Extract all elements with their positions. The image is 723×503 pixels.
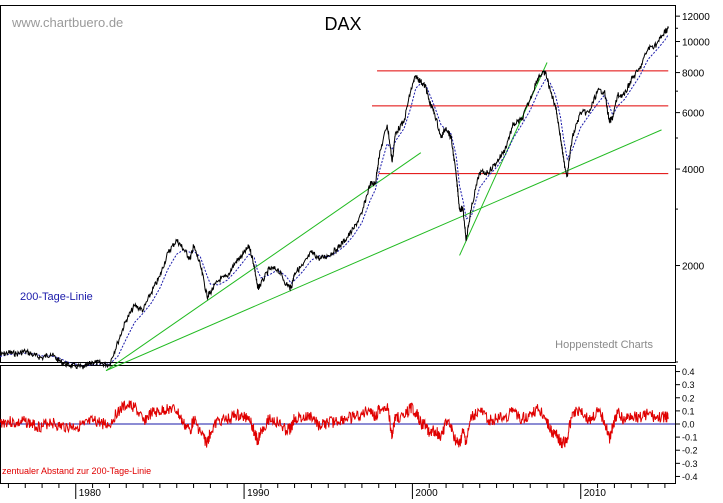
series-200-day-average (0, 34, 669, 367)
series-oscillator (0, 400, 669, 449)
osc-y-tick-label: -0.4 (682, 472, 698, 482)
osc-y-tick-label: 0.3 (682, 380, 695, 390)
credit-text: Hoppenstedt Charts (555, 339, 653, 351)
y-tick-label: 6000 (682, 109, 705, 120)
x-tick-label: 2000 (415, 488, 438, 499)
trend-line (105, 129, 662, 372)
x-tick-label: 2010 (584, 488, 607, 499)
oscillator-label: zentualer Abstand zur 200-Tage-Linie (2, 466, 151, 476)
osc-y-tick-label: -0.2 (682, 446, 698, 456)
osc-y-tick-label: 0.0 (682, 420, 695, 430)
osc-y-tick-label: -0.1 (682, 433, 698, 443)
y-tick-label: 8000 (682, 69, 705, 80)
y-tick-label: 4000 (682, 165, 705, 176)
watermark: www.chartbuero.de (11, 15, 123, 30)
chart-title: DAX (324, 14, 361, 34)
x-tick-label: 1980 (79, 488, 102, 499)
osc-y-tick-label: 0.4 (682, 367, 695, 377)
osc-y-tick-label: 0.1 (682, 406, 695, 416)
x-tick-label: 1990 (247, 488, 270, 499)
osc-y-tick-label: 0.2 (682, 393, 695, 403)
y-tick-label: 12000 (682, 12, 710, 23)
main-plot-frame (0, 5, 676, 363)
legend-200-tage-linie: 200-Tage-Linie (20, 291, 93, 303)
series-dax (0, 26, 669, 370)
y-tick-label: 2000 (682, 262, 705, 273)
y-tick-label: 10000 (682, 38, 710, 49)
osc-y-tick-label: -0.3 (682, 459, 698, 469)
